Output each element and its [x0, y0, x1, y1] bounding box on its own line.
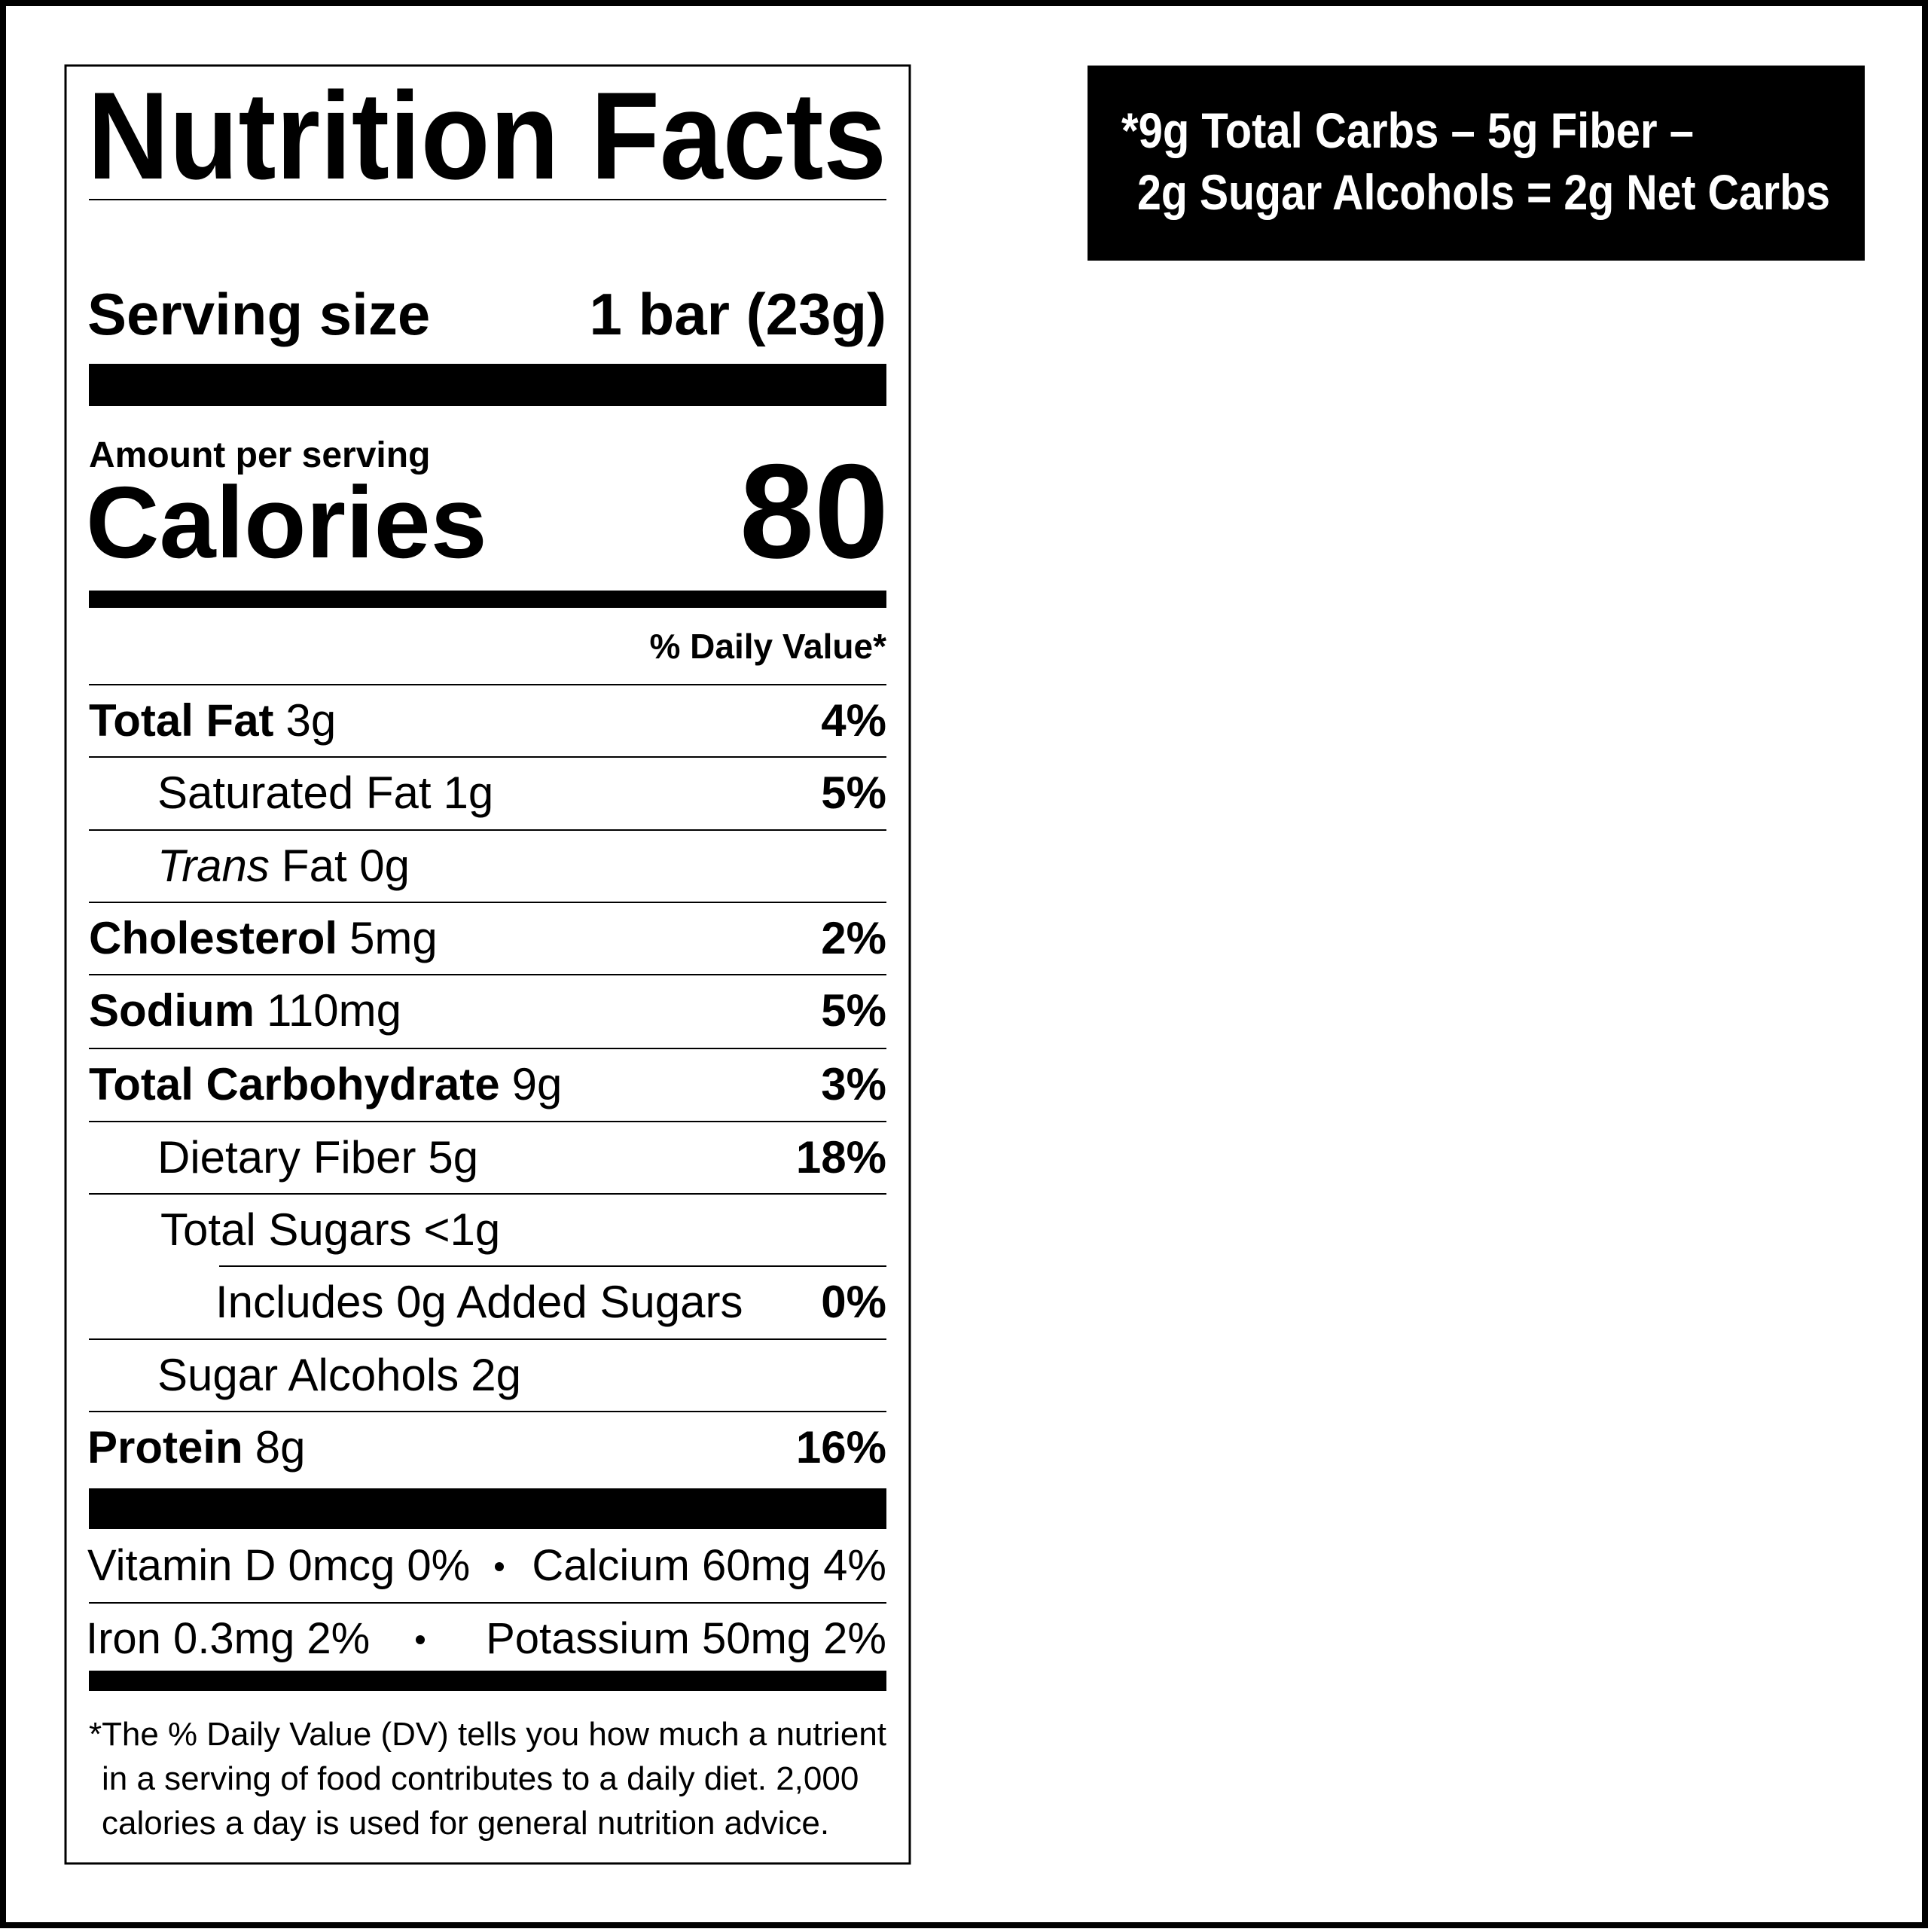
nutrient-name: Cholesterol — [89, 913, 337, 963]
rule — [89, 1411, 886, 1412]
nutrient-name: Dietary Fiber — [157, 1132, 416, 1183]
daily-value: 5% — [821, 768, 886, 818]
rule — [89, 199, 886, 200]
mineral: Calcium 60mg 4% — [532, 1541, 886, 1590]
nutrient-amount: 5g — [428, 1132, 478, 1183]
rule — [219, 1265, 886, 1267]
nutrient-name: Trans — [157, 841, 270, 891]
rule — [89, 684, 886, 685]
nutrient-amount: 5mg — [349, 913, 438, 963]
medium-rule — [89, 591, 886, 608]
bullet — [495, 1562, 504, 1571]
dv-header: % Daily Value* — [650, 627, 887, 666]
daily-value: 16% — [796, 1422, 886, 1473]
mineral: Potassium 50mg 2% — [486, 1614, 886, 1663]
thick-rule — [89, 364, 886, 406]
serving-value: 1 bar (23g) — [590, 281, 886, 347]
nutrient-line: Total Carbohydrate 9g — [89, 1059, 562, 1109]
daily-value: 5% — [821, 985, 886, 1036]
rule — [89, 974, 886, 975]
rule — [89, 902, 886, 903]
net-carbs-line: *9g Total Carbs – 5g Fiber – — [1121, 102, 1694, 158]
daily-value: 4% — [821, 695, 886, 746]
daily-value: 2% — [821, 913, 886, 963]
nutrient-line: Saturated Fat 1g — [157, 768, 493, 818]
rule — [89, 1338, 886, 1340]
nutrient-line: Includes 0g Added Sugars — [215, 1277, 743, 1327]
daily-value: 18% — [796, 1132, 886, 1183]
nutrient-name: Total Carbohydrate — [89, 1059, 500, 1109]
rule — [89, 1048, 886, 1049]
nutrient-line: Dietary Fiber 5g — [157, 1132, 478, 1183]
footnote-line: *The % Daily Value (DV) tells you how mu… — [89, 1716, 886, 1753]
rule — [89, 1121, 886, 1122]
rule — [89, 756, 886, 758]
daily-value: 3% — [821, 1059, 886, 1109]
nutrient-name: Saturated Fat — [157, 768, 432, 818]
calories-value: 80 — [740, 436, 889, 586]
rule — [89, 1193, 886, 1195]
nutrient-amount: Fat 0g — [282, 841, 410, 891]
nutrient-line: Protein 8g — [87, 1422, 305, 1473]
nutrient-amount: 110mg — [267, 985, 401, 1036]
nutrient-name: Protein — [87, 1422, 243, 1473]
thick-rule — [89, 1488, 886, 1529]
nutrient-line: Trans Fat 0g — [157, 841, 410, 891]
nutrient-line: Cholesterol 5mg — [89, 913, 438, 963]
nutrient-rows: Total Fat 3g 4% Saturated Fat 1g 5% Trans Fat 0… — [87, 684, 886, 1473]
serving-label: Serving size — [87, 281, 430, 347]
nutrient-line: Sugar Alcohols 2g — [157, 1350, 521, 1400]
nutrient-line: Total Fat 3g — [89, 695, 336, 746]
nutrient-amount: 2g — [471, 1350, 521, 1400]
net-carbs-line: 2g Sugar Alcohols = 2g Net Carbs — [1137, 164, 1830, 220]
label-title: Nutrition Facts — [87, 66, 886, 205]
amount-per-serving: Amount per serving — [89, 435, 430, 475]
nutrient-amount: <1g — [424, 1204, 501, 1255]
mineral: Iron 0.3mg 2% — [86, 1614, 370, 1663]
nutrient-line: Total Sugars <1g — [160, 1204, 500, 1255]
rule — [89, 1602, 886, 1604]
net-carbs-box — [1088, 66, 1865, 261]
nutrient-line: Sodium 110mg — [89, 985, 401, 1036]
medium-rule — [89, 1671, 886, 1691]
nutrient-amount: 8g — [255, 1422, 306, 1473]
footnote-line: in a serving of food contributes to a da… — [102, 1760, 859, 1797]
nutrient-amount: 9g — [512, 1059, 563, 1109]
nutrient-amount: 3g — [286, 695, 337, 746]
label-border — [64, 64, 911, 1865]
daily-value: 0% — [821, 1277, 886, 1327]
nutrient-amount: 1g — [444, 768, 494, 818]
nutrient-name: Includes 0g Added Sugars — [215, 1277, 743, 1327]
rule — [89, 829, 886, 831]
nutrient-name: Total Fat — [89, 695, 274, 746]
nutrient-name: Sodium — [89, 985, 255, 1036]
nutrient-name: Total Sugars — [160, 1204, 412, 1255]
calories-label: Calories — [86, 465, 487, 579]
mineral: Vitamin D 0mcg 0% — [87, 1541, 470, 1590]
footnote-line: calories a day is used for general nutri… — [102, 1805, 829, 1842]
nutrient-name: Sugar Alcohols — [157, 1350, 459, 1400]
bullet — [416, 1635, 425, 1644]
